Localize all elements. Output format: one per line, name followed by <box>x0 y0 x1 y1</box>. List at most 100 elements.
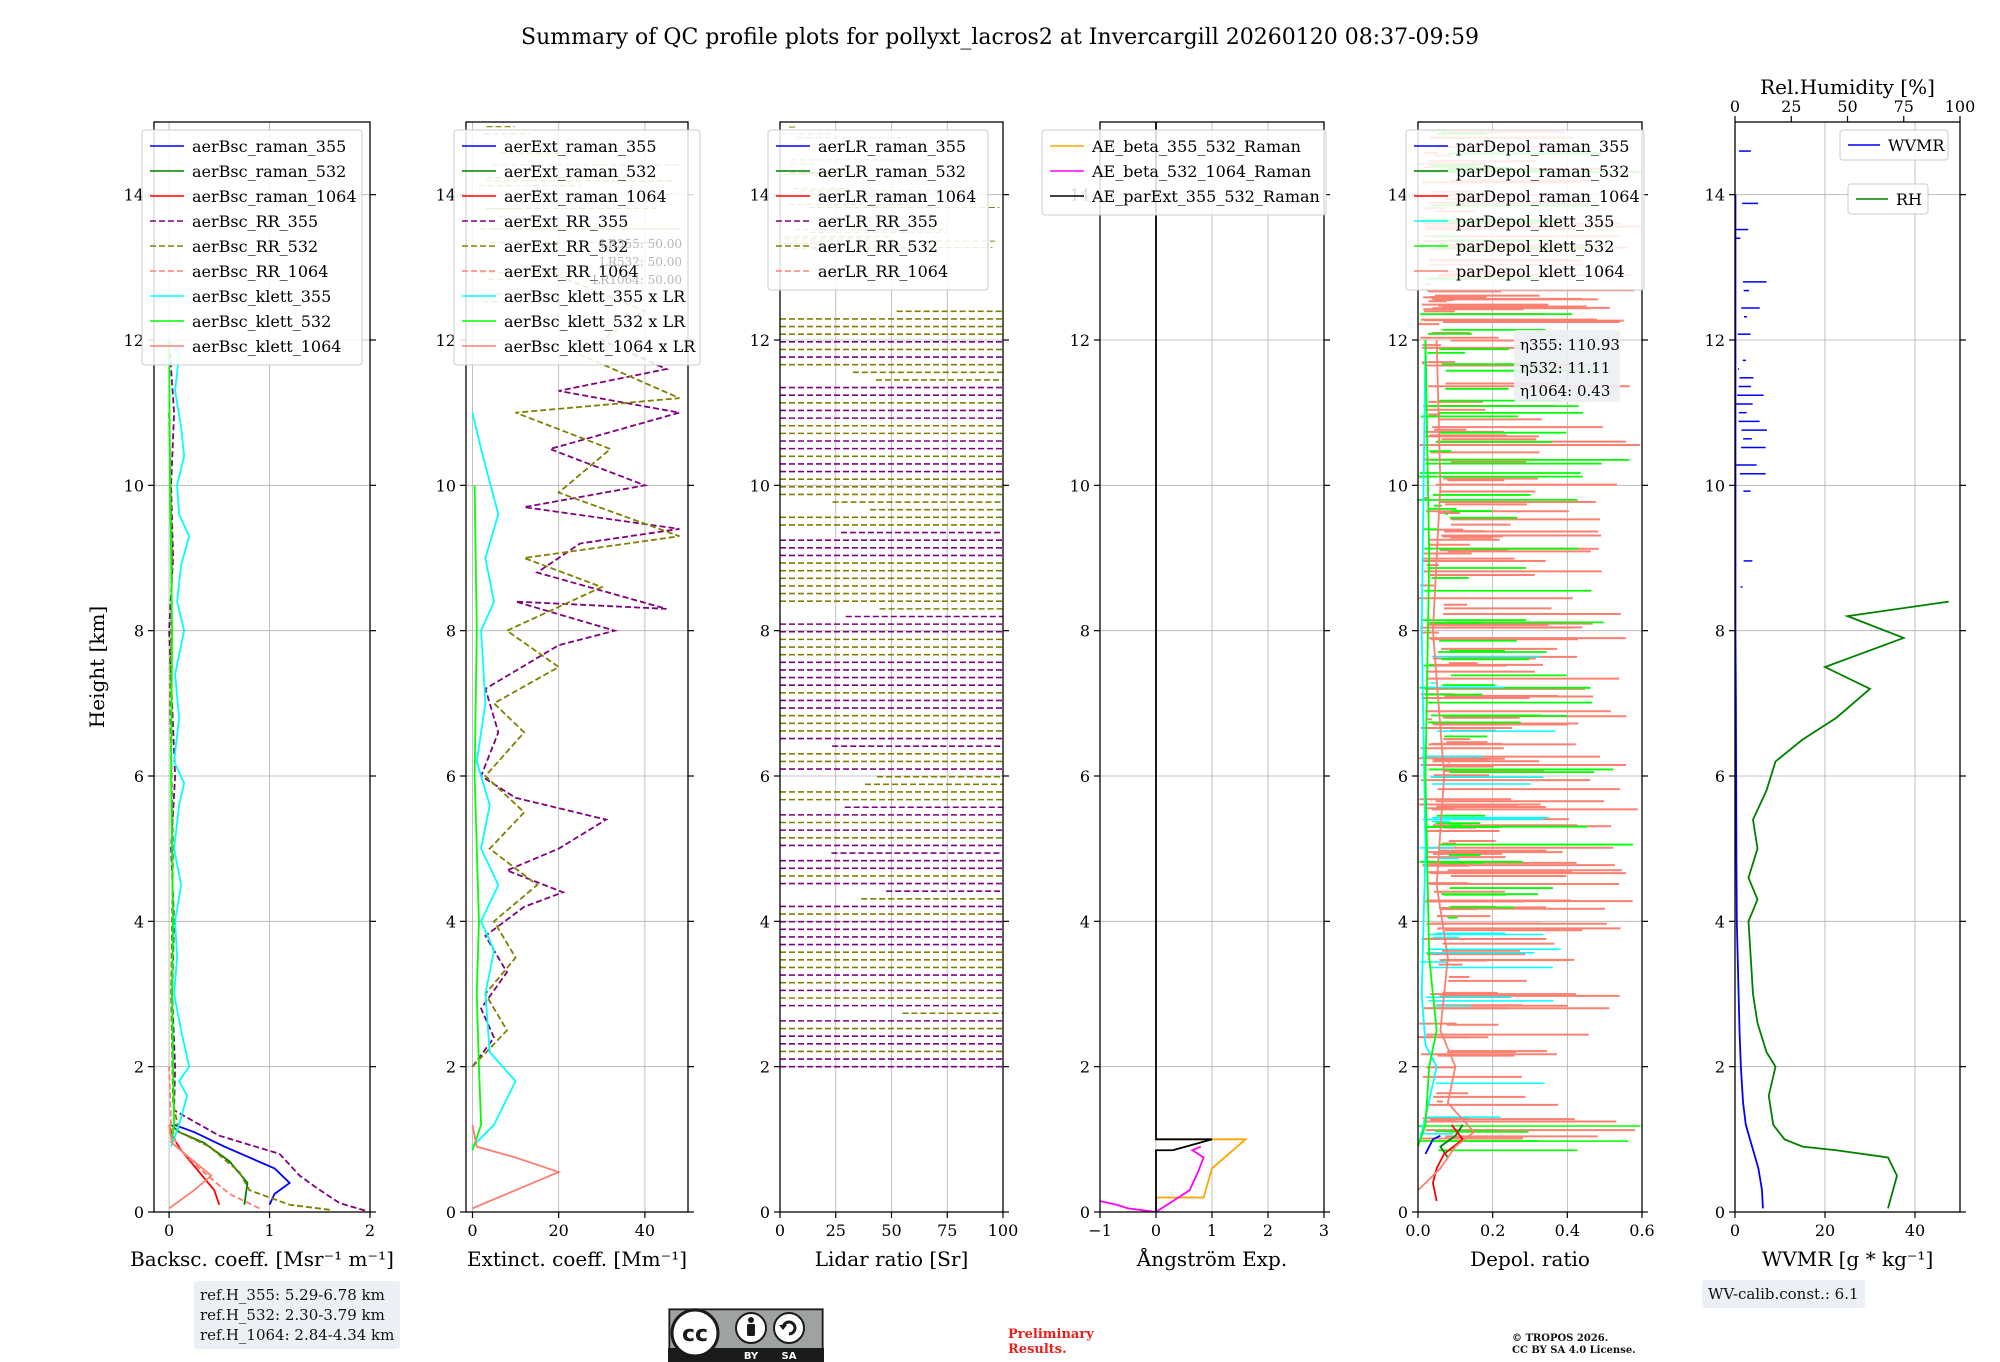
bsc-xlabel: Backsc. coeff. [Msr⁻¹ m⁻¹] <box>130 1247 394 1271</box>
cc-logo-sa: SA <box>782 1351 797 1362</box>
lr-legend-label: aerLR_RR_532 <box>818 237 938 256</box>
panel-wv: 0 20 40 0 2 4 6 8 10 12 14 WVMR [g * kg⁻¹] 0 25 50 75 10… <box>1705 75 1976 1271</box>
wv-top-xtick-label: 0 <box>1730 97 1740 116</box>
wv-ytick-label: 14 <box>1705 186 1725 205</box>
series-aerBsc_klett_355 x LR <box>471 412 517 1148</box>
series-aerBsc_raman_355 <box>173 1123 292 1206</box>
depol-xtick-label: 0.0 <box>1405 1221 1430 1240</box>
depol-frame <box>1417 121 1643 1213</box>
lr-xtick-label: 25 <box>826 1221 846 1240</box>
ext-legend-label: aerExt_RR_1064 <box>504 262 639 281</box>
bsc-legend-label: aerBsc_klett_1064 <box>192 337 341 356</box>
series-aerBsc_klett_355 <box>168 339 191 1147</box>
wv-top-xtick-label: 50 <box>1837 97 1857 116</box>
ext-frame <box>465 121 689 1213</box>
wv-ytick-label: 8 <box>1715 622 1725 641</box>
wv-legend-rh: RH <box>1847 183 1929 215</box>
wv-xtick-label: 20 <box>1815 1221 1835 1240</box>
ref-height-355: ref.H_355: 5.29-6.78 km <box>200 1286 385 1304</box>
lr-ytick-label: 0 <box>760 1203 770 1222</box>
ext-xtick-label: 0 <box>467 1221 477 1240</box>
wv-xlabel: WVMR [g * kg⁻¹] <box>1762 1247 1934 1271</box>
ext-ytick-label: 4 <box>446 912 456 931</box>
depol-legend: parDepol_raman_355 parDepol_raman_532 parD… <box>1405 129 1645 291</box>
ref-height-532: ref.H_532: 2.30-3.79 km <box>200 1306 385 1324</box>
series-AE_beta_355_532_Raman <box>1156 1138 1249 1199</box>
lr-xtick-label: 100 <box>988 1221 1019 1240</box>
ae-legend-label: AE_parExt_355_532_Raman <box>1091 187 1320 206</box>
depol-ytick-label: 2 <box>1398 1058 1408 1077</box>
preliminary-results-note: Preliminary Results. <box>1008 1327 1094 1357</box>
bsc-legend-label: aerBsc_RR_355 <box>192 212 318 231</box>
copyright-notice: © TROPOS 2026. CC BY SA 4.0 License. <box>1512 1333 1636 1357</box>
bsc-legend-label: aerBsc_klett_355 <box>192 287 331 306</box>
bsc-legend-label: aerBsc_raman_355 <box>192 137 346 156</box>
wv-calibration-box: WV-calib.const.: 6.1 <box>1702 1280 1865 1308</box>
wv-ytick-label: 10 <box>1705 476 1725 495</box>
series-aerBsc_raman_532 <box>170 1124 249 1205</box>
series-AE_parExt_355_532_Raman <box>1155 122 1213 1212</box>
ae-xtick-label: 0 <box>1151 1221 1161 1240</box>
wv-xtick-label: 0 <box>1730 1221 1740 1240</box>
bsc-ytick-label: 8 <box>134 622 144 641</box>
ext-legend-box <box>453 129 701 366</box>
wv-ytick-label: 2 <box>1715 1058 1725 1077</box>
bsc-frame <box>153 121 371 1213</box>
ae-legend: AE_beta_355_532_Raman AE_beta_532_1064_Ra… <box>1041 129 1327 216</box>
wv-top-xlabel: Rel.Humidity [%] <box>1760 75 1935 99</box>
series-AE_beta_532_1064_Raman <box>1100 1145 1205 1212</box>
lr-xtick-label: 0 <box>775 1221 785 1240</box>
ext-legend-label: aerExt_RR_355 <box>504 212 628 231</box>
series-parDepol_raman_1064 <box>1432 1124 1465 1202</box>
copyright-line-2: CC BY SA 4.0 License. <box>1512 1345 1636 1356</box>
wv-frame <box>1734 121 1961 1213</box>
ref-height-1064: ref.H_1064: 2.84-4.34 km <box>200 1326 395 1344</box>
bsc-legend-label: aerBsc_raman_532 <box>192 162 346 181</box>
wv-top-xtick-label: 25 <box>1781 97 1801 116</box>
wv-top-xtick-label: 75 <box>1894 97 1914 116</box>
ext-legend-label: aerBsc_klett_1064 x LR <box>504 337 696 356</box>
bsc-legend-label: aerBsc_RR_1064 <box>192 262 328 281</box>
bsc-ytick-label: 4 <box>134 912 144 931</box>
lr-ytick-label: 10 <box>750 476 770 495</box>
series-WVMR <box>1735 194 1764 1209</box>
series-aerExt_RR_355 <box>471 339 680 1068</box>
lr-legend-label: aerLR_RR_355 <box>818 212 938 231</box>
wv-legend-label: RH <box>1896 190 1922 209</box>
ae-legend-label: AE_beta_532_1064_Raman <box>1091 162 1311 181</box>
ext-legend-label: aerBsc_klett_532 x LR <box>504 312 686 331</box>
series-aerExt_RR_532 <box>471 266 680 1068</box>
lr-xtick-label: 75 <box>937 1221 957 1240</box>
wv-legend-box <box>1839 129 1949 161</box>
bsc-legend-label: aerBsc_klett_532 <box>192 312 331 331</box>
ae-ytick-label: 10 <box>1070 476 1090 495</box>
ext-lr-note: LR355: 50.00 LR532: 50.00 LR1064: 50.00 <box>592 237 682 287</box>
ae-legend-label: AE_beta_355_532_Raman <box>1091 137 1301 156</box>
bsc-ytick-label: 0 <box>134 1203 144 1222</box>
depol-plot-area <box>1418 129 1642 1202</box>
series-RH <box>1747 600 1949 1209</box>
bsc-legend-label: aerBsc_RR_532 <box>192 237 318 256</box>
depol-xlabel: Depol. ratio <box>1470 1247 1590 1271</box>
series-parDepol_raman_355 <box>1424 1134 1441 1155</box>
depol-legend-label: parDepol_raman_355 <box>1456 137 1629 156</box>
depol-eta-line: η1064: 0.43 <box>1520 382 1610 400</box>
lr-legend-box <box>767 129 989 291</box>
panel-depol: 0.0 0.2 0.4 0.6 0 2 4 6 8 10 12 14 Depol. ratio parDe… <box>1388 121 1655 1271</box>
wv-plot-area <box>1735 150 1949 1209</box>
ext-legend-label: aerBsc_klett_355 x LR <box>504 287 686 306</box>
bsc-ytick-label: 10 <box>124 476 144 495</box>
series-aerBsc_klett_532 <box>168 339 175 1144</box>
lr-plot-area <box>780 122 1003 1068</box>
bsc-legend: aerBsc_raman_355 aerBsc_raman_532 aerBsc_r… <box>141 129 363 366</box>
ae-ytick-label: 12 <box>1070 331 1090 350</box>
depol-xtick-label: 0.4 <box>1555 1221 1580 1240</box>
ext-legend: aerExt_raman_355 aerExt_raman_532 aerExt_r… <box>453 129 701 366</box>
ae-ytick-label: 8 <box>1080 622 1090 641</box>
bsc-ytick-label: 2 <box>134 1058 144 1077</box>
ext-lr-note-line: LR532: 50.00 <box>600 255 682 269</box>
lr-ytick-label: 2 <box>760 1058 770 1077</box>
preliminary-line-1: Preliminary <box>1008 1327 1094 1342</box>
